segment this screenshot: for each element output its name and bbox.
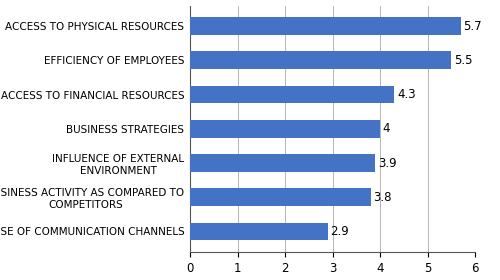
Bar <box>190 188 370 206</box>
Bar <box>190 154 375 172</box>
Text: 3.8: 3.8 <box>374 191 392 204</box>
Bar <box>190 17 461 35</box>
Bar <box>190 223 328 240</box>
Text: 4: 4 <box>383 122 390 135</box>
Bar <box>190 86 394 104</box>
Bar <box>190 120 380 138</box>
Text: 4.3: 4.3 <box>397 88 415 101</box>
Text: 2.9: 2.9 <box>330 225 349 238</box>
Bar <box>190 52 451 69</box>
Text: 5.7: 5.7 <box>464 20 482 33</box>
Text: 5.5: 5.5 <box>454 54 472 67</box>
Text: 3.9: 3.9 <box>378 157 396 169</box>
